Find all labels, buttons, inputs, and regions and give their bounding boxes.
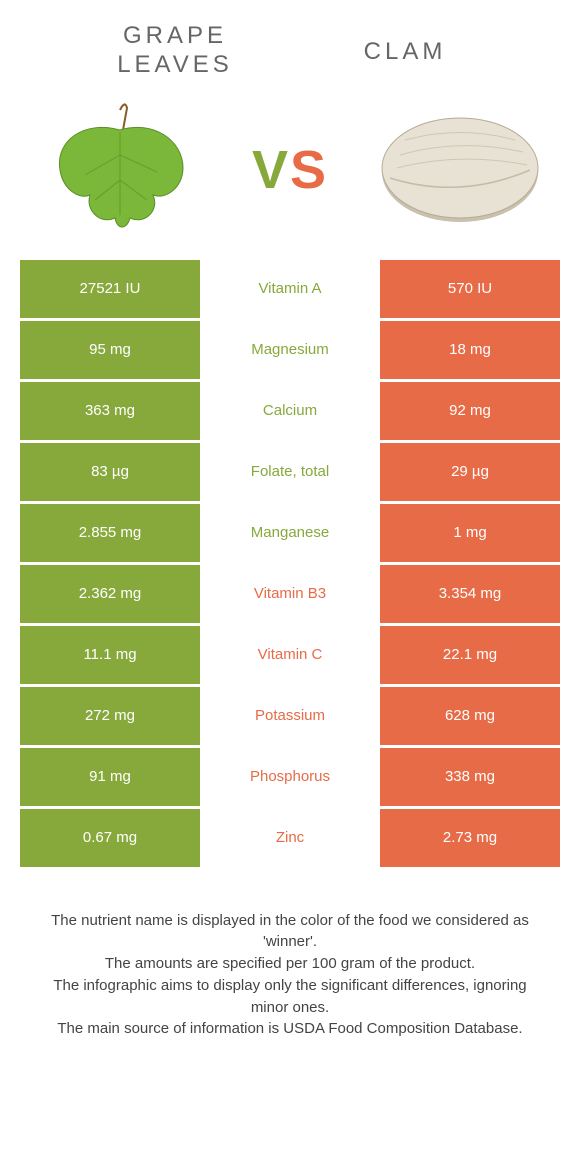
table-row: 272 mg Potassium 628 mg (20, 687, 560, 748)
clam-image (370, 100, 550, 240)
footer-line: The amounts are specified per 100 gram o… (40, 953, 540, 975)
nutrient-name: Vitamin B3 (200, 565, 380, 623)
value-left: 83 µg (20, 443, 200, 501)
value-left: 0.67 mg (20, 809, 200, 867)
value-left: 95 mg (20, 321, 200, 379)
value-right: 3.354 mg (380, 565, 560, 623)
value-left: 27521 IU (20, 260, 200, 318)
nutrient-name: Zinc (200, 809, 380, 867)
value-right: 2.73 mg (380, 809, 560, 867)
nutrient-name: Manganese (200, 504, 380, 562)
image-row: VS (20, 90, 560, 260)
table-row: 2.362 mg Vitamin B3 3.354 mg (20, 565, 560, 626)
footer-line: The nutrient name is displayed in the co… (40, 910, 540, 954)
value-left: 272 mg (20, 687, 200, 745)
title-left: GRAPELEAVES (60, 20, 290, 80)
nutrient-name: Calcium (200, 382, 380, 440)
value-right: 570 IU (380, 260, 560, 318)
title-right: CLAM (290, 20, 520, 67)
value-right: 22.1 mg (380, 626, 560, 684)
nutrient-name: Vitamin A (200, 260, 380, 318)
footer-line: The main source of information is USDA F… (40, 1018, 540, 1040)
value-left: 2.362 mg (20, 565, 200, 623)
nutrient-name: Magnesium (200, 321, 380, 379)
table-row: 95 mg Magnesium 18 mg (20, 321, 560, 382)
table-row: 83 µg Folate, total 29 µg (20, 443, 560, 504)
comparison-table: 27521 IU Vitamin A 570 IU 95 mg Magnesiu… (20, 260, 560, 870)
value-right: 18 mg (380, 321, 560, 379)
footer-notes: The nutrient name is displayed in the co… (20, 910, 560, 1041)
table-row: 363 mg Calcium 92 mg (20, 382, 560, 443)
value-right: 92 mg (380, 382, 560, 440)
vs-label: VS (252, 139, 328, 201)
value-right: 29 µg (380, 443, 560, 501)
value-left: 2.855 mg (20, 504, 200, 562)
value-right: 628 mg (380, 687, 560, 745)
nutrient-name: Folate, total (200, 443, 380, 501)
value-right: 1 mg (380, 504, 560, 562)
value-left: 11.1 mg (20, 626, 200, 684)
value-right: 338 mg (380, 748, 560, 806)
table-row: 91 mg Phosphorus 338 mg (20, 748, 560, 809)
value-left: 91 mg (20, 748, 200, 806)
nutrient-name: Potassium (200, 687, 380, 745)
value-left: 363 mg (20, 382, 200, 440)
footer-line: The infographic aims to display only the… (40, 975, 540, 1019)
table-row: 11.1 mg Vitamin C 22.1 mg (20, 626, 560, 687)
nutrient-name: Vitamin C (200, 626, 380, 684)
grape-leaf-image (30, 100, 210, 240)
table-row: 27521 IU Vitamin A 570 IU (20, 260, 560, 321)
table-row: 0.67 mg Zinc 2.73 mg (20, 809, 560, 870)
nutrient-name: Phosphorus (200, 748, 380, 806)
table-row: 2.855 mg Manganese 1 mg (20, 504, 560, 565)
